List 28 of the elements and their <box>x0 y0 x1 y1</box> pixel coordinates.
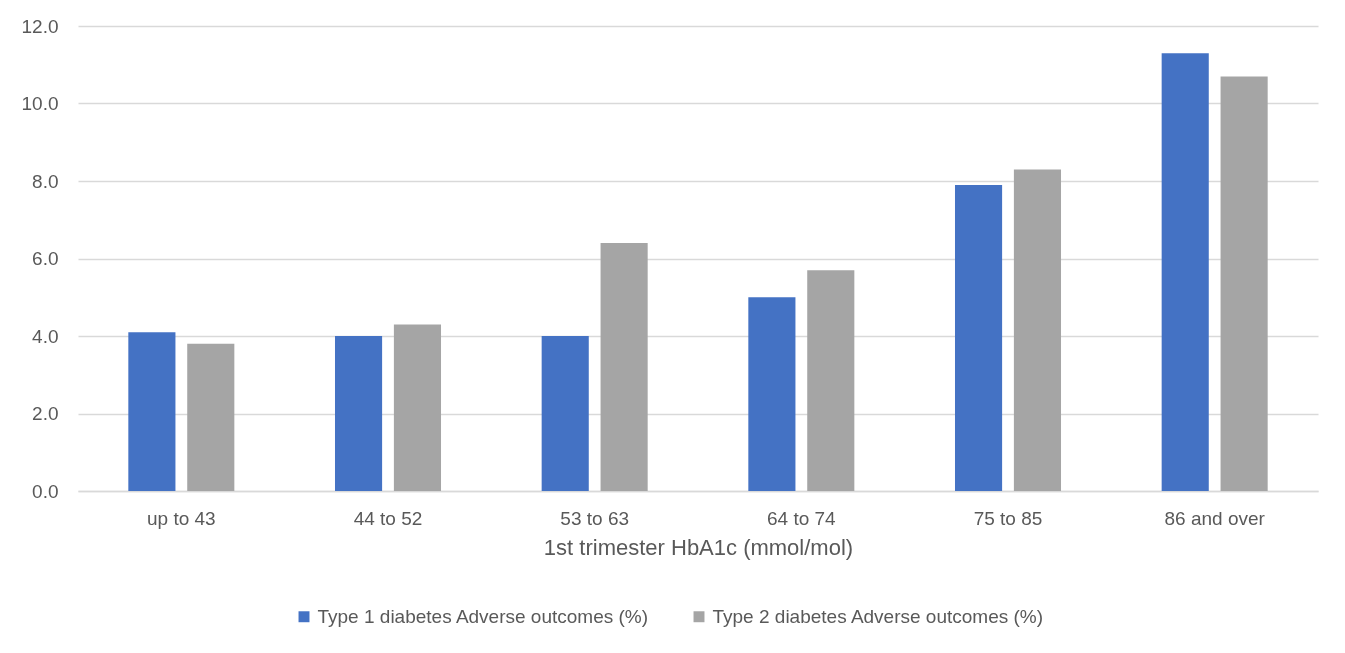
y-tick-label: 0.0 <box>32 480 59 502</box>
bar <box>1220 76 1268 491</box>
y-tick-label: 2.0 <box>32 403 59 424</box>
bar <box>600 243 648 491</box>
bar <box>954 184 1003 491</box>
x-tick-label: up to 43 <box>147 507 216 529</box>
y-tick-label: 12.0 <box>21 15 59 37</box>
y-tick-label: 4.0 <box>32 325 59 347</box>
bar <box>541 336 589 491</box>
y-tick-label: 6.0 <box>32 248 59 269</box>
x-tick-label: 75 to 85 <box>973 507 1043 529</box>
y-tick-label: 8.0 <box>32 170 59 192</box>
bar <box>1013 169 1062 491</box>
bar <box>187 343 235 491</box>
x-tick-label: 86 and over <box>1164 507 1266 529</box>
bar <box>334 336 383 491</box>
y-tick-label: 10.0 <box>21 93 59 114</box>
x-axis-title: 1st trimester HbA1c (mmol/mol) <box>543 534 854 560</box>
x-tick-label: 53 to 63 <box>560 507 629 529</box>
legend-label: Type 1 diabetes Adverse outcomes (%) <box>317 605 649 627</box>
legend-label: Type 2 diabetes Adverse outcomes (%) <box>712 605 1044 627</box>
bar <box>748 297 796 491</box>
bar <box>393 324 442 491</box>
bar <box>807 270 855 491</box>
x-tick-label: 64 to 74 <box>767 507 837 529</box>
bar <box>128 332 176 491</box>
bar <box>1161 53 1209 491</box>
x-tick-label: 44 to 52 <box>353 507 423 529</box>
